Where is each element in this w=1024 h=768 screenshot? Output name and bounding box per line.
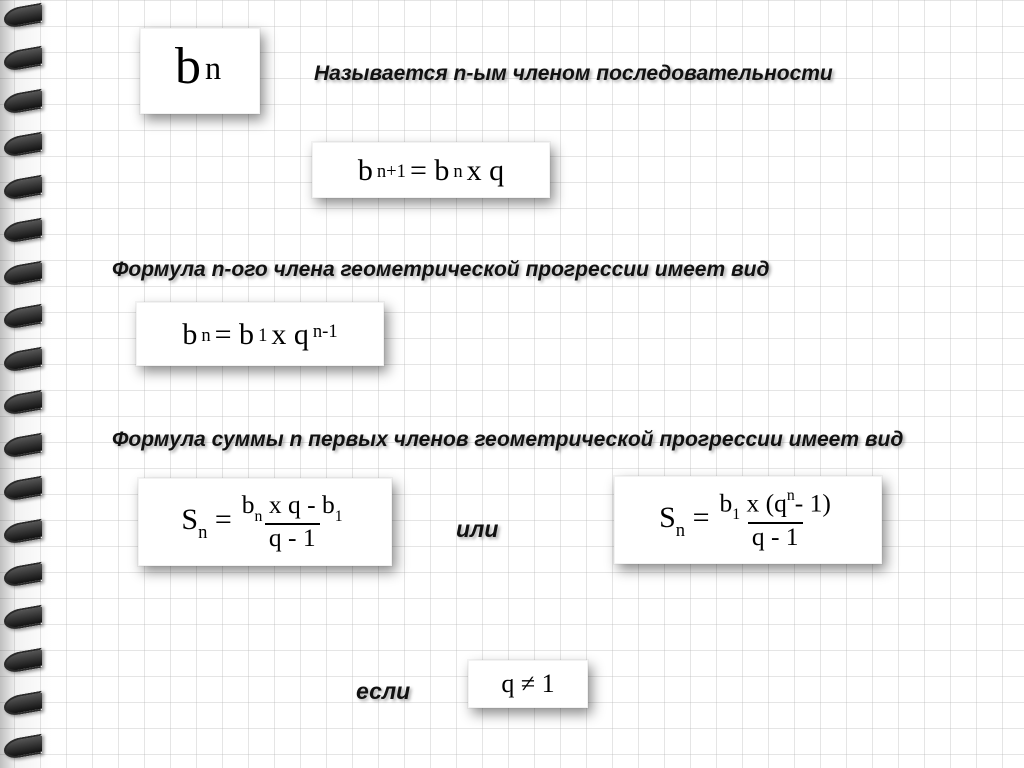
- sum2-denominator: q - 1: [748, 522, 803, 551]
- spiral-ring: [4, 307, 42, 325]
- formula-nth: bn = b1 x qn-1: [136, 302, 384, 366]
- spiral-ring: [4, 436, 42, 454]
- spiral-ring: [4, 651, 42, 669]
- formula-condition: q ≠ 1: [468, 660, 588, 708]
- caption-nth-formula: Формула n-ого члена геометрической прогр…: [112, 258, 769, 282]
- sum2-fraction: b1 x (qn- 1) q - 1: [715, 490, 834, 551]
- spiral-ring: [4, 264, 42, 282]
- formula-sum-2-math: Sn = b1 x (qn- 1) q - 1: [659, 490, 837, 551]
- spiral-ring: [4, 178, 42, 196]
- formula-bn: bn: [140, 28, 260, 114]
- spiral-ring: [4, 522, 42, 540]
- spiral-ring: [4, 393, 42, 411]
- spiral-ring: [4, 565, 42, 583]
- caption-nth-member: Называется n-ым членом последовательност…: [314, 62, 833, 86]
- spiral-ring: [4, 49, 42, 67]
- caption-sum-formula: Формула суммы n первых членов геометриче…: [112, 428, 903, 452]
- formula-condition-math: q ≠ 1: [501, 670, 554, 699]
- spiral-ring: [4, 608, 42, 626]
- formula-recurrence-math: bn+1 = bn x q: [358, 154, 504, 187]
- formula-sum-2: Sn = b1 x (qn- 1) q - 1: [614, 476, 882, 564]
- formula-bn-math: bn: [175, 38, 221, 95]
- sum1-fraction: bn x q - b1 q - 1: [238, 492, 347, 552]
- spiral-ring: [4, 6, 42, 24]
- sum2-lhs: Sn =: [659, 501, 709, 539]
- caption-or: или: [456, 516, 498, 543]
- formula-sum-1-math: Sn = bn x q - b1 q - 1: [181, 492, 348, 552]
- formula-nth-math: bn = b1 x qn-1: [182, 318, 337, 351]
- spiral-ring: [4, 221, 42, 239]
- formula-sum-1: Sn = bn x q - b1 q - 1: [138, 478, 392, 566]
- sum2-numerator: b1 x (qn- 1): [715, 490, 834, 522]
- spiral-ring: [4, 92, 42, 110]
- sum1-numerator: bn x q - b1: [238, 492, 347, 524]
- spiral-ring: [4, 694, 42, 712]
- formula-recurrence: bn+1 = bn x q: [312, 142, 550, 198]
- caption-if: если: [356, 678, 410, 705]
- notebook-page: bn Называется n-ым членом последовательн…: [0, 0, 1024, 768]
- sum1-denominator: q - 1: [265, 523, 320, 552]
- spiral-ring: [4, 350, 42, 368]
- spiral-ring: [4, 737, 42, 755]
- spiral-ring: [4, 479, 42, 497]
- binding-shadow: [0, 0, 52, 768]
- sum1-lhs: Sn =: [181, 503, 231, 541]
- spiral-ring: [4, 135, 42, 153]
